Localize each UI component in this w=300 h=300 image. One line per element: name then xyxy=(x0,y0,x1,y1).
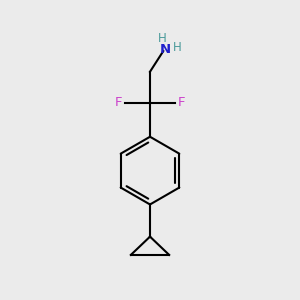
Text: H: H xyxy=(172,41,181,54)
Text: F: F xyxy=(178,96,185,110)
Text: F: F xyxy=(115,96,122,110)
Text: H: H xyxy=(158,32,167,45)
Text: N: N xyxy=(160,43,171,56)
